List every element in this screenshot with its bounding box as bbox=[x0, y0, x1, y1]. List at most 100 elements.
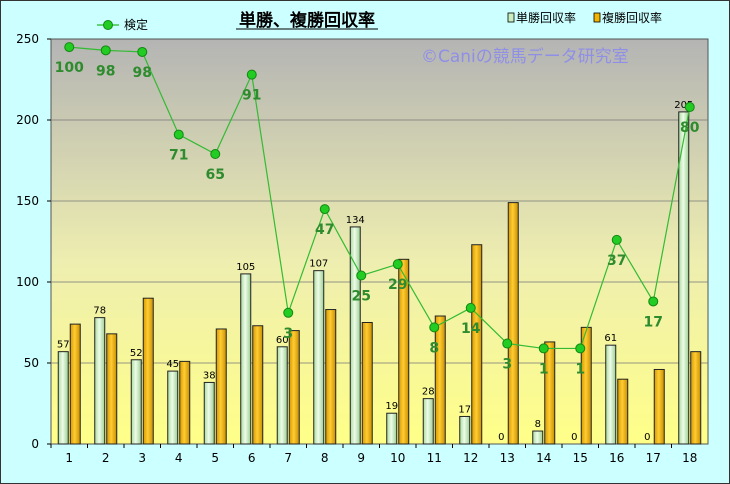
bar-value-label: 105 bbox=[236, 262, 255, 273]
x-tick-label: 14 bbox=[536, 451, 551, 465]
bars bbox=[57, 111, 702, 445]
bar-value-label: 78 bbox=[93, 306, 106, 317]
bar-fukusho bbox=[690, 351, 702, 445]
kentei-value-label: 65 bbox=[206, 167, 225, 183]
bar-fukusho bbox=[398, 258, 410, 445]
bar-tansho bbox=[605, 344, 617, 445]
bar-value-label: 17 bbox=[458, 404, 471, 415]
legend-tansho-swatch bbox=[507, 12, 515, 23]
kentei-value-label: 37 bbox=[607, 253, 626, 269]
bar-value-label: 57 bbox=[57, 340, 70, 351]
y-tick-label: 0 bbox=[31, 437, 39, 451]
kentei-value-label: 80 bbox=[680, 120, 700, 136]
kentei-marker bbox=[64, 42, 75, 53]
kentei-value-label: 91 bbox=[242, 88, 261, 104]
watermark-text: ©Caniの競馬データ研究室 bbox=[421, 46, 629, 67]
x-tick-label: 4 bbox=[175, 451, 183, 465]
x-tick-label: 7 bbox=[284, 451, 292, 465]
kentei-value-label: 3 bbox=[283, 326, 293, 342]
kentei-value-label: 8 bbox=[429, 340, 439, 356]
bar-value-label: 19 bbox=[385, 401, 398, 412]
bar-tansho bbox=[678, 111, 690, 445]
kentei-value-label: 14 bbox=[461, 321, 481, 337]
kentei-value-label: 17 bbox=[644, 314, 663, 330]
bar-value-label: 0 bbox=[644, 432, 650, 443]
x-tick-label: 6 bbox=[248, 451, 256, 465]
bar-tansho bbox=[94, 317, 106, 445]
x-tick-label: 18 bbox=[682, 451, 697, 465]
legend-fukusho-swatch bbox=[593, 12, 601, 23]
x-tick-label: 15 bbox=[573, 451, 588, 465]
legend-fukusho-label: 複勝回収率 bbox=[602, 10, 662, 25]
x-tick-label: 3 bbox=[138, 451, 146, 465]
kentei-line: 100 98 98 71 65 91 3 47 25 29 8 14 3 1 1 37 17 80 bbox=[55, 42, 700, 377]
bar-tansho bbox=[276, 346, 288, 445]
kentei-value-label: 98 bbox=[133, 65, 152, 81]
bar-fukusho bbox=[252, 325, 264, 445]
bar-fukusho bbox=[215, 328, 227, 445]
bar-value-label: 205 bbox=[674, 100, 693, 111]
y-tick-label: 250 bbox=[16, 32, 39, 46]
bar-tansho bbox=[386, 412, 398, 445]
kentei-marker bbox=[611, 234, 622, 245]
kentei-marker bbox=[100, 45, 111, 56]
bar-value-label: 134 bbox=[346, 215, 365, 226]
bar-tansho bbox=[130, 359, 142, 445]
bar-value-label: 45 bbox=[166, 359, 179, 370]
kentei-value-label: 71 bbox=[169, 148, 188, 164]
y-tick-label: 150 bbox=[16, 194, 39, 208]
legend-kentei-label: 検定 bbox=[124, 17, 148, 32]
bar-fukusho bbox=[325, 309, 337, 445]
kentei-value-label: 47 bbox=[315, 222, 334, 238]
bar-tansho bbox=[532, 430, 544, 445]
kentei-marker bbox=[356, 270, 367, 281]
bar-fukusho bbox=[507, 202, 519, 445]
bar-value-label: 28 bbox=[422, 387, 435, 398]
kentei-marker bbox=[465, 302, 476, 313]
kentei-value-label: 1 bbox=[575, 361, 585, 377]
legend-tansho-label: 単勝回収率 bbox=[516, 10, 576, 25]
kentei-value-label: 98 bbox=[96, 63, 115, 79]
x-tick-label: 17 bbox=[646, 451, 661, 465]
bar-value-label: 0 bbox=[571, 432, 577, 443]
kentei-marker bbox=[210, 149, 221, 160]
chart-title: 単勝、複勝回収率 bbox=[239, 10, 375, 31]
kentei-marker bbox=[575, 343, 586, 354]
kentei-line-path bbox=[69, 46, 691, 350]
kentei-marker bbox=[648, 296, 659, 307]
bar-tansho bbox=[313, 270, 325, 445]
kentei-value-label: 25 bbox=[352, 289, 371, 305]
x-tick-label: 8 bbox=[321, 451, 329, 465]
y-tick-label: 100 bbox=[16, 275, 39, 289]
x-tick-label: 10 bbox=[390, 451, 405, 465]
bar-fukusho bbox=[580, 326, 592, 445]
x-tick-label: 1 bbox=[65, 451, 73, 465]
x-tick-label: 13 bbox=[500, 451, 515, 465]
kentei-value-label: 100 bbox=[55, 60, 84, 76]
bar-value-label: 107 bbox=[309, 259, 328, 270]
x-tick-label: 11 bbox=[427, 451, 442, 465]
gridlines bbox=[51, 119, 708, 364]
bar-fukusho bbox=[106, 333, 118, 445]
x-tick-label: 16 bbox=[609, 451, 624, 465]
kentei-marker bbox=[392, 259, 403, 270]
bar-fukusho bbox=[69, 323, 81, 445]
x-tick-label: 12 bbox=[463, 451, 478, 465]
kentei-marker bbox=[283, 307, 294, 318]
bar-fukusho bbox=[142, 297, 154, 445]
kentei-marker bbox=[137, 46, 148, 57]
bar-value-label: 8 bbox=[535, 419, 541, 430]
x-tick-label: 2 bbox=[102, 451, 110, 465]
kentei-marker bbox=[319, 204, 330, 215]
bar-tansho bbox=[167, 370, 179, 445]
kentei-marker bbox=[429, 322, 440, 333]
kentei-value-label: 1 bbox=[539, 361, 549, 377]
y-tick-label: 200 bbox=[16, 113, 39, 127]
bar-tansho bbox=[349, 226, 361, 445]
bar-value-label: 38 bbox=[203, 370, 216, 381]
bar-fukusho bbox=[617, 378, 629, 445]
kentei-value-label: 29 bbox=[388, 277, 407, 293]
